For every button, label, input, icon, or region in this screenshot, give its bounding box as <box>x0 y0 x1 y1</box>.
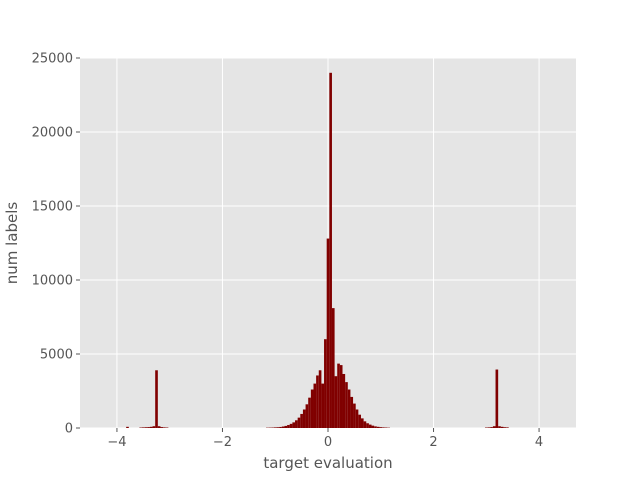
x-tick-label: −2 <box>213 435 232 450</box>
x-tick-label: 4 <box>535 435 543 450</box>
histogram-bar <box>345 382 348 428</box>
histogram-bar <box>374 426 377 428</box>
histogram-bar <box>366 423 369 428</box>
histogram-bar <box>300 413 303 428</box>
x-tick-label: 2 <box>429 435 437 450</box>
histogram-bar <box>313 383 317 428</box>
histogram-bar <box>324 339 327 428</box>
histogram-bar <box>287 425 290 428</box>
histogram-bar <box>302 409 306 428</box>
histogram-bar <box>152 426 156 428</box>
histogram-bar <box>329 72 332 429</box>
histogram-bar <box>368 424 372 428</box>
histogram-bar <box>337 363 340 428</box>
histogram-bar <box>342 373 346 428</box>
histogram-bar <box>142 427 145 428</box>
histogram-bar <box>492 426 496 428</box>
x-tick-label: 0 <box>324 435 332 450</box>
histogram-bar <box>350 396 354 428</box>
histogram-bar <box>126 426 129 428</box>
histogram-bar <box>358 414 361 428</box>
histogram-bar <box>284 425 288 428</box>
histogram-bar <box>347 389 351 428</box>
x-axis-label: target evaluation <box>263 454 392 472</box>
histogram-bar <box>316 375 319 428</box>
histogram-bar <box>292 422 296 428</box>
histogram-bar <box>276 427 280 428</box>
histogram-bar <box>321 383 325 428</box>
y-tick-label: 25000 <box>32 52 73 67</box>
histogram-bar <box>144 427 148 428</box>
histogram-bar <box>147 427 150 428</box>
y-tick-label: 0 <box>65 422 73 437</box>
histogram-bar <box>490 427 493 428</box>
histogram-bar <box>331 308 335 428</box>
y-tick-label: 5000 <box>40 348 73 363</box>
histogram-bars <box>126 72 509 429</box>
x-axis-ticks: −4 −2 0 2 4 <box>107 428 543 450</box>
histogram-bar <box>281 426 285 428</box>
histogram-bar <box>334 376 338 428</box>
y-axis-ticks: 0 5000 10000 15000 20000 25000 <box>32 52 80 437</box>
y-tick-label: 20000 <box>32 126 73 141</box>
histogram-bar <box>295 420 298 428</box>
histogram-bar <box>308 397 311 428</box>
histogram-bar <box>326 238 330 428</box>
histogram-bar <box>376 426 380 428</box>
histogram-bar <box>155 370 158 428</box>
y-axis-label: num labels <box>3 202 21 285</box>
histogram-bar <box>498 426 501 428</box>
histogram-bar <box>487 427 491 428</box>
histogram-bar <box>353 403 356 428</box>
histogram-bar <box>279 426 282 428</box>
histogram-bar <box>506 427 509 428</box>
histogram-bar <box>318 370 322 428</box>
y-tick-label: 15000 <box>32 200 73 215</box>
histogram-bar <box>273 427 277 428</box>
histogram-bar <box>495 369 499 428</box>
histogram-bar <box>297 417 301 428</box>
histogram-bar <box>382 427 385 428</box>
histogram-bar <box>305 404 309 428</box>
histogram-bar <box>339 365 343 428</box>
histogram-bar <box>500 426 504 428</box>
histogram-bar <box>355 409 359 428</box>
histogram-bar <box>163 427 166 428</box>
histogram-bar <box>363 421 367 428</box>
histogram-bar <box>503 427 507 428</box>
histogram-bar <box>160 427 164 428</box>
histogram-bar <box>379 427 383 428</box>
histogram-bar <box>360 418 364 428</box>
histogram-bar <box>371 425 375 428</box>
x-tick-label: −4 <box>107 435 126 450</box>
y-tick-label: 10000 <box>32 274 73 289</box>
histogram-bar <box>157 426 161 428</box>
histogram-bar <box>149 426 153 428</box>
histogram-bar <box>289 423 293 428</box>
histogram-bar <box>310 389 314 428</box>
